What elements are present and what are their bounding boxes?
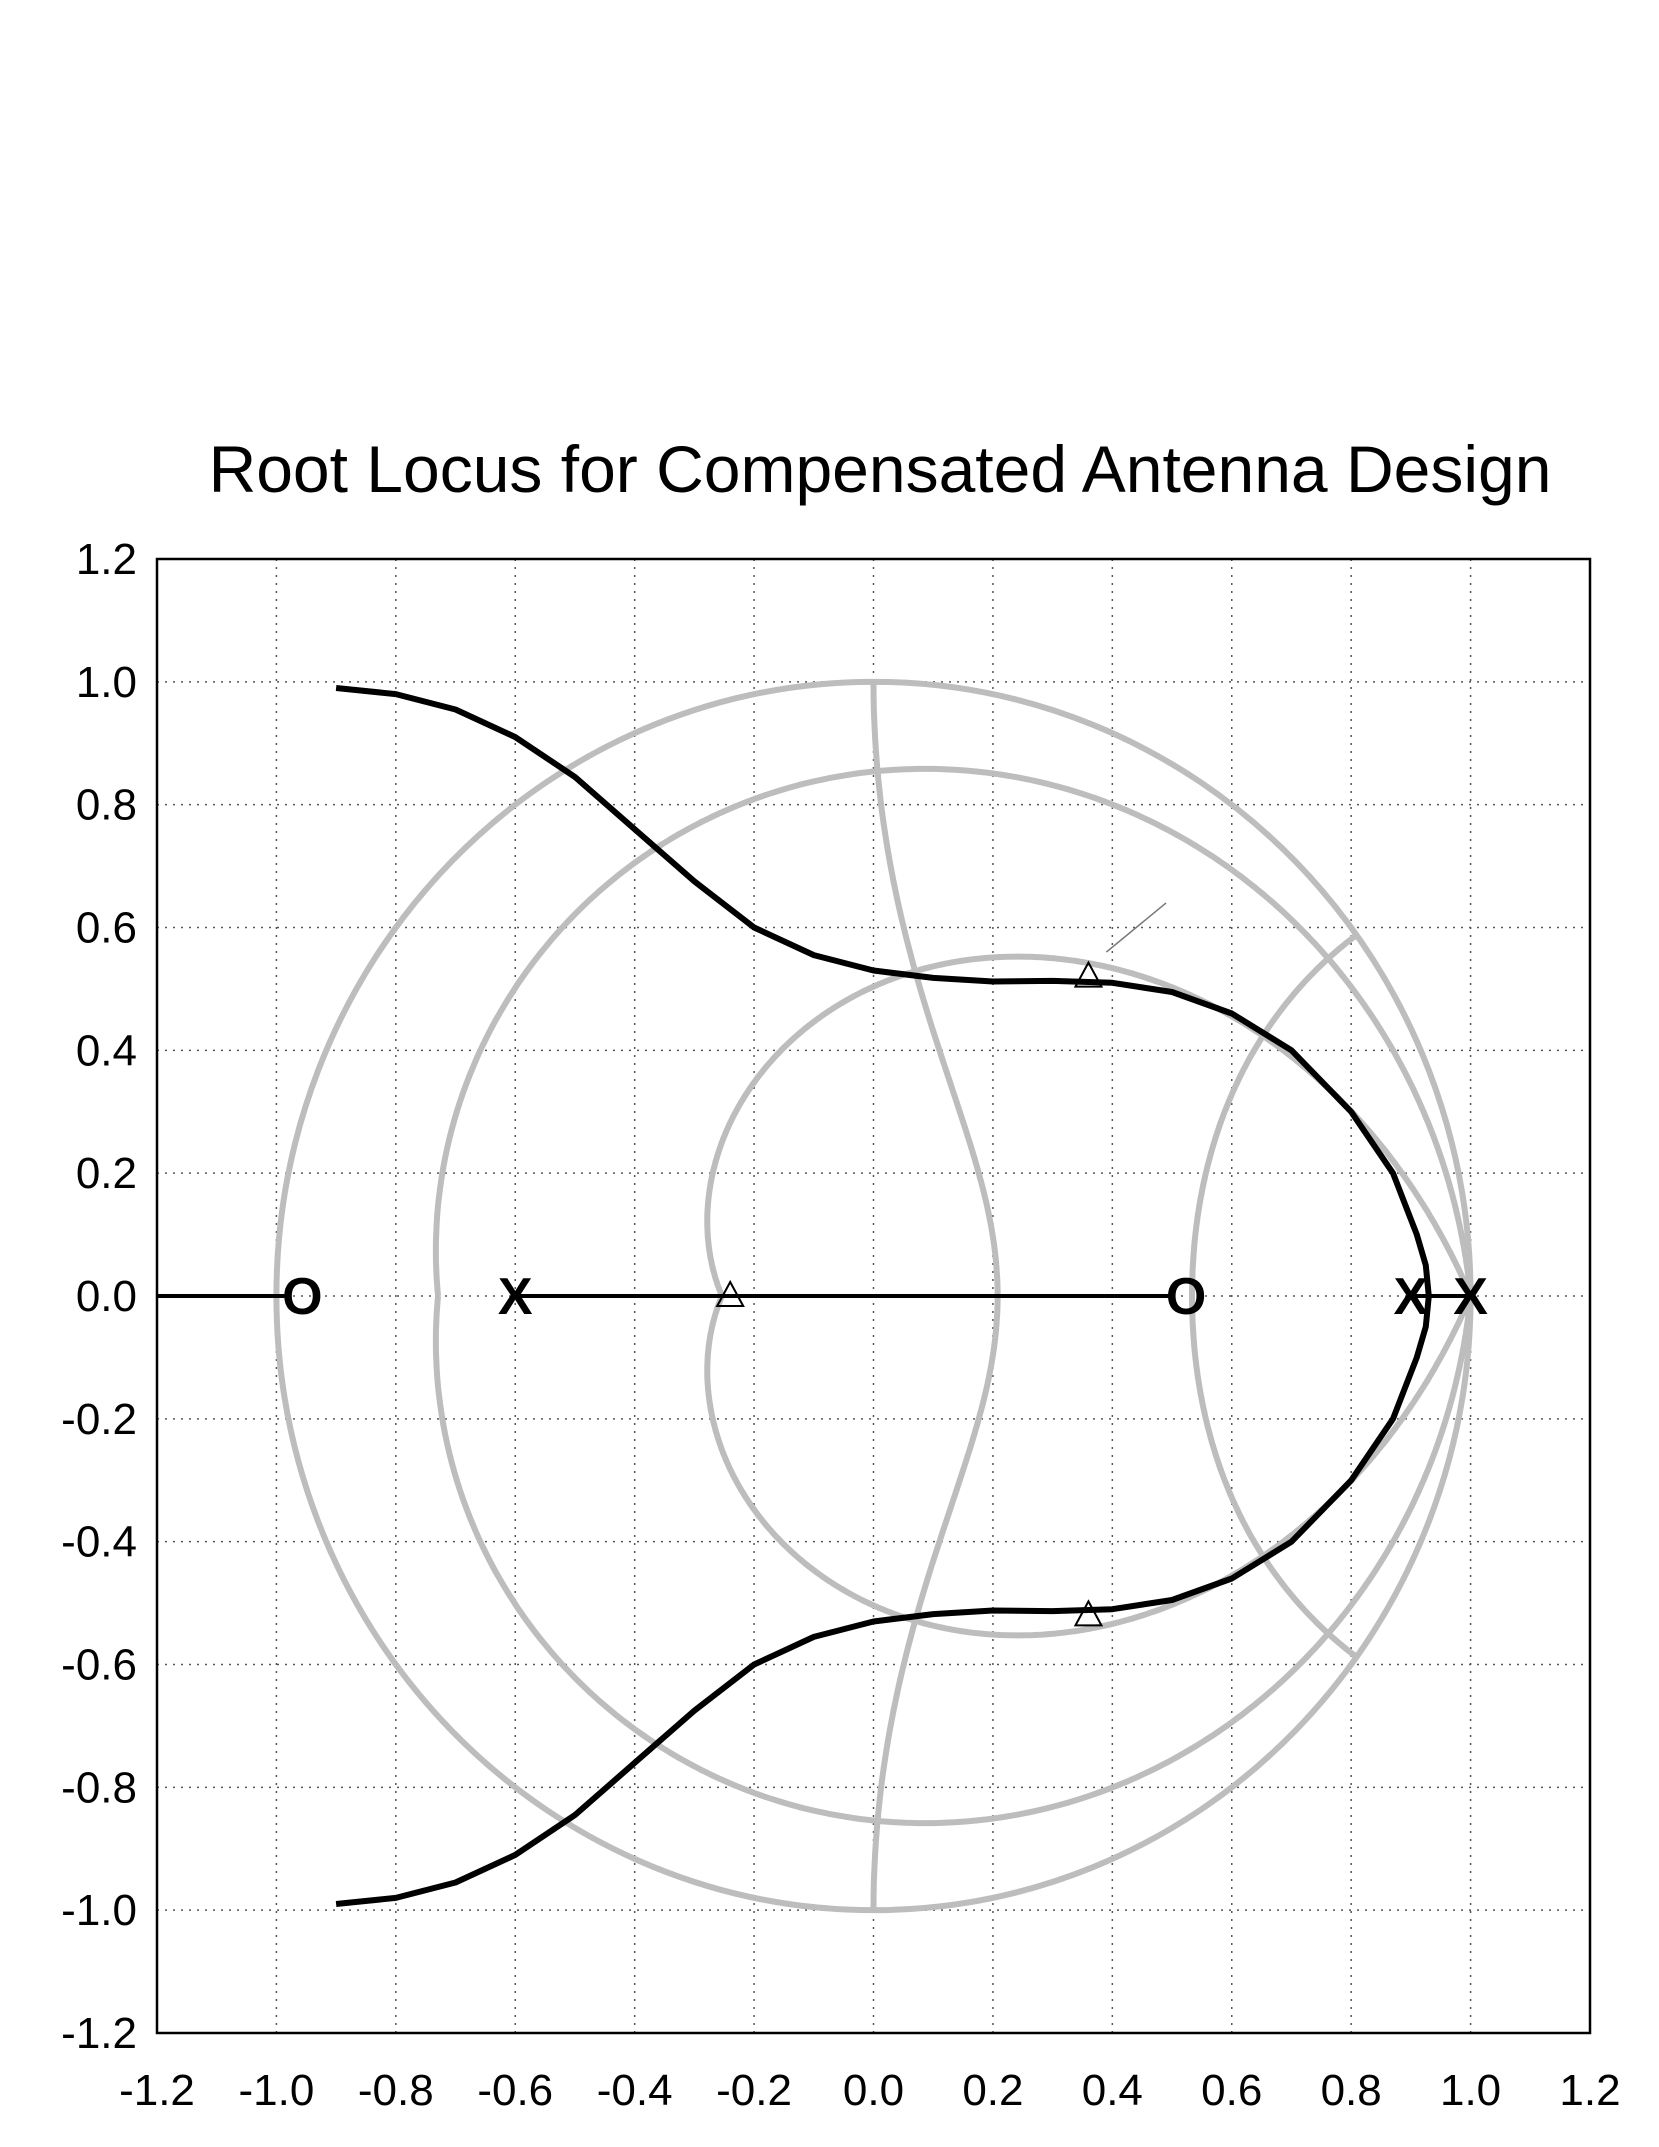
x-tick-label: -0.4 [597, 2066, 673, 2115]
y-tick-label: 0.6 [76, 904, 137, 953]
y-tick-label: 0.4 [76, 1026, 137, 1075]
y-tick-label: 0.0 [76, 1272, 137, 1321]
zero-marker: O [1166, 1268, 1206, 1326]
pole-marker: X [1453, 1268, 1488, 1326]
root-locus-branches [157, 685, 1471, 1907]
pole-marker: X [1394, 1268, 1429, 1326]
pole-marker: X [498, 1268, 533, 1326]
y-tick-label: -0.2 [61, 1395, 137, 1444]
closed-loop-pole-marker [715, 1279, 745, 1307]
y-tick-label: -0.6 [61, 1641, 137, 1690]
plot-frame [155, 557, 1592, 2035]
y-tick-label: 0.8 [76, 781, 137, 830]
y-tick-label: 0.2 [76, 1149, 137, 1198]
x-tick-label: 0.8 [1321, 2066, 1382, 2115]
x-tick-label: -1.0 [239, 2066, 315, 2115]
y-tick-label: -1.0 [61, 1886, 137, 1935]
x-tick-label: 0.2 [962, 2066, 1023, 2115]
x-tick-label: 0.4 [1082, 2066, 1143, 2115]
y-tick-label: 1.0 [76, 658, 137, 707]
closed-loop-pole-marker [1073, 1599, 1104, 1627]
x-tick-label: -0.6 [477, 2066, 553, 2115]
x-tick-label: -1.2 [119, 2066, 195, 2115]
axis-tick-labels: -1.2 -1.0 -0.8 -0.6 -0.4 -0.2 0.0 0.2 0.4 0.6 0.8 1… [61, 535, 1620, 2115]
x-tick-label: 0.6 [1201, 2066, 1262, 2115]
constant-frequency-curve [1189, 932, 1359, 1660]
closed-loop-pole-marker [1073, 960, 1104, 988]
pole-zero-markers: X X XO O [282, 902, 1488, 1627]
annotation-leader-line [1105, 902, 1167, 953]
zero-marker: O [282, 1268, 322, 1326]
x-tick-label: -0.2 [716, 2066, 792, 2115]
x-tick-label: 0.0 [843, 2066, 904, 2115]
chart-title: Root Locus for Compensated Antenna Desig… [209, 432, 1552, 506]
x-tick-label: 1.2 [1559, 2066, 1620, 2115]
y-tick-label: -1.2 [61, 2009, 137, 2058]
x-tick-label: -0.8 [358, 2066, 434, 2115]
y-tick-label: -0.4 [61, 1518, 137, 1567]
y-tick-label: -0.8 [61, 1763, 137, 1812]
y-tick-label: 1.2 [76, 535, 137, 584]
x-tick-label: 1.0 [1440, 2066, 1501, 2115]
